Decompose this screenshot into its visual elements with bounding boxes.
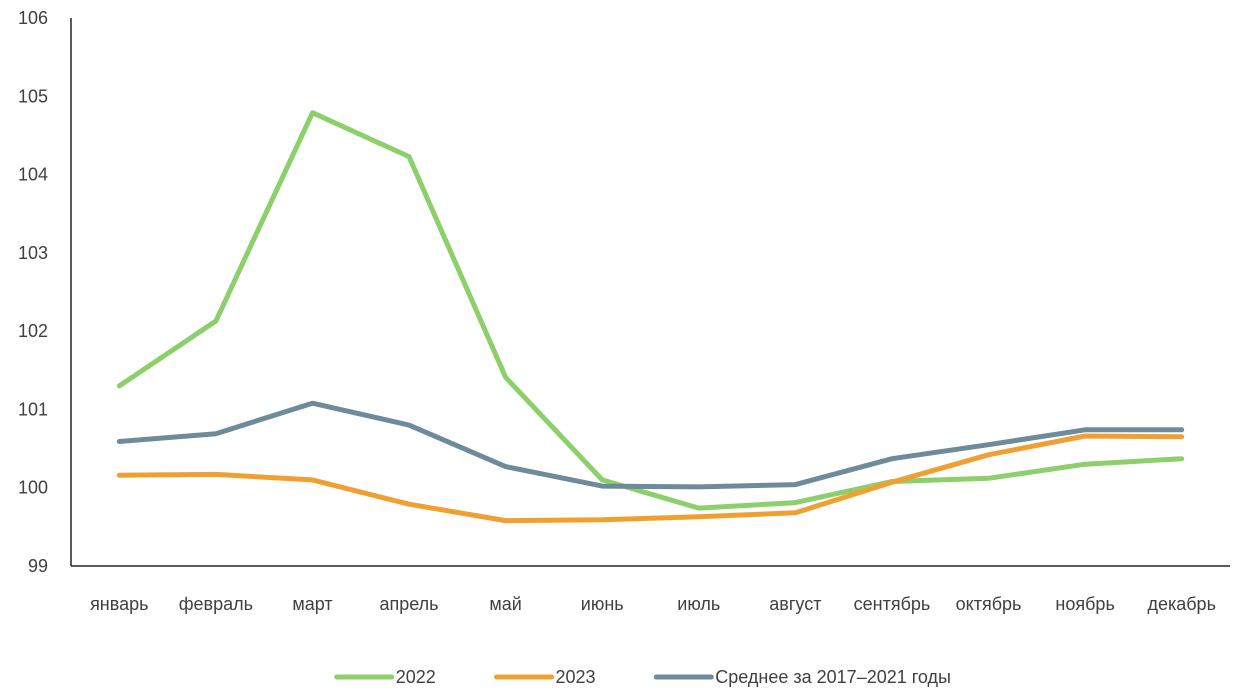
series-line-3	[116, 400, 1185, 490]
legend-label: 2023	[556, 667, 596, 687]
x-tick-label: май	[489, 594, 521, 614]
y-tick-label: 102	[18, 321, 48, 341]
legend-label: Среднее за 2017–2021 годы	[715, 667, 951, 687]
x-tick-label: март	[292, 594, 332, 614]
y-tick-label: 105	[18, 86, 48, 106]
y-tick-label: 106	[18, 8, 48, 28]
legend-label: 2022	[396, 667, 436, 687]
legend: 2022 2023 Среднее за 2017–2021 годы	[334, 667, 951, 687]
x-tick-label: июнь	[581, 594, 624, 614]
axes: 99 100 101 102 103 104 105 106 январь февраль март…	[18, 8, 1230, 614]
x-tick-label: апрель	[380, 594, 439, 614]
x-tick-label: январь	[90, 594, 148, 614]
y-tick-label: 104	[18, 165, 48, 185]
x-tick-label: сентябрь	[854, 594, 931, 614]
y-tick-label: 103	[18, 243, 48, 263]
y-tick-label: 99	[28, 556, 48, 576]
series-lines	[116, 110, 1185, 524]
series-line-1	[116, 110, 1185, 511]
x-tick-label: август	[769, 594, 821, 614]
series-line-2	[116, 433, 1185, 524]
x-tick-label: ноябрь	[1055, 594, 1114, 614]
x-tick-label: февраль	[179, 594, 253, 614]
y-tick-label: 100	[18, 478, 48, 498]
x-tick-label: октябрь	[956, 594, 1022, 614]
y-tick-label: 101	[18, 399, 48, 419]
x-tick-label: июль	[677, 594, 720, 614]
x-tick-label: декабрь	[1147, 594, 1216, 614]
